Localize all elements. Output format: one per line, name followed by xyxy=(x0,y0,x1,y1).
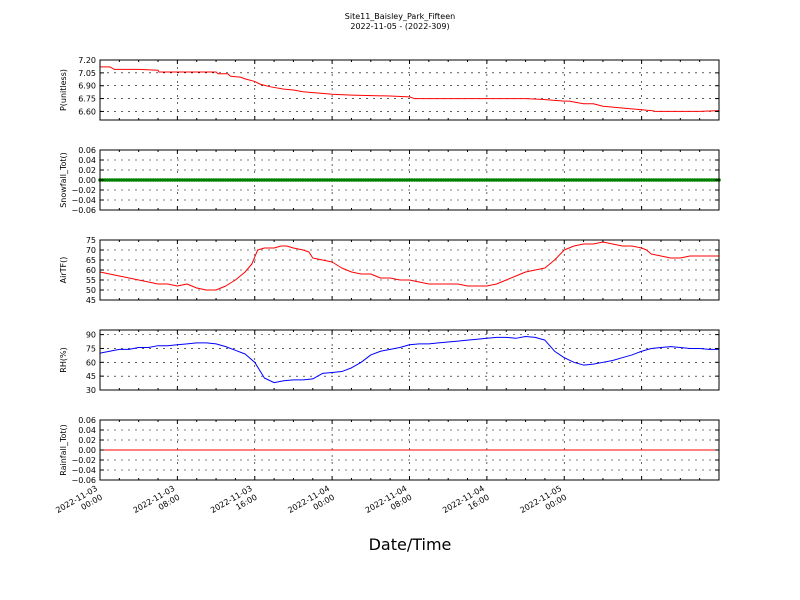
y-tick-label: 7.05 xyxy=(78,69,96,78)
y-axis-label: P(unitless) xyxy=(59,69,68,111)
chart-panels: 6.606.756.907.057.20P(unitless)−0.06−0.0… xyxy=(59,56,721,485)
y-tick-label: 60 xyxy=(86,358,96,367)
series-line xyxy=(100,66,720,112)
figure-title: Site11_Baisley_Park_Fifteen xyxy=(345,12,455,21)
y-tick-label: 55 xyxy=(86,276,96,285)
y-tick-label: 6.75 xyxy=(78,95,96,104)
y-tick-label: 0.00 xyxy=(78,446,96,455)
chart-panel-2: −0.06−0.04−0.020.000.020.040.06 Snowfall_… xyxy=(59,146,721,215)
y-axis-label: AirTF() xyxy=(59,257,68,284)
y-axis-label: Snowfall_Tot() xyxy=(59,152,68,208)
y-axis-label: Rainfall_Tot() xyxy=(59,424,68,476)
y-tick-label: 0.06 xyxy=(78,416,96,425)
y-tick-label: −0.06 xyxy=(71,476,96,485)
x-axis-label: Date/Time xyxy=(369,535,452,554)
series-line xyxy=(99,241,719,291)
y-tick-label: 0.04 xyxy=(78,156,96,165)
y-tick-label: 30 xyxy=(86,386,96,395)
y-axis-label: RH(%) xyxy=(59,347,68,372)
y-tick-label: −0.04 xyxy=(71,196,96,205)
y-tick-label: 75 xyxy=(86,344,96,353)
y-tick-label: 6.60 xyxy=(78,107,96,116)
series-line xyxy=(99,335,719,384)
y-tick-label: −0.02 xyxy=(71,186,96,195)
y-tick-label: −0.04 xyxy=(71,466,96,475)
chart-panel-1: 6.60 6.75 6.90 7.05 7.20 P(unitless) xyxy=(59,56,720,121)
y-tick-label: −0.06 xyxy=(71,206,96,215)
y-tick-label: 90 xyxy=(86,331,96,340)
y-tick-label: 0.02 xyxy=(78,436,96,445)
chart-panel-4: 30 45 60 75 90 RH(%) xyxy=(59,329,720,395)
y-tick-label: 0.04 xyxy=(78,426,96,435)
y-tick-label: 75 xyxy=(86,236,96,245)
y-tick-label: 45 xyxy=(86,372,96,381)
y-tick-label: 45 xyxy=(86,296,96,305)
y-tick-label: 60 xyxy=(86,266,96,275)
y-tick-label: 65 xyxy=(86,256,96,265)
y-tick-label: 0.06 xyxy=(78,146,96,155)
y-tick-label: −0.02 xyxy=(71,456,96,465)
y-tick-label: 6.90 xyxy=(78,82,96,91)
chart-panel-5: −0.06−0.04−0.020.000.020.040.06 Rainfall_… xyxy=(59,416,720,485)
y-tick-label: 0.00 xyxy=(78,176,96,185)
figure-subtitle: 2022-11-05 - (2022-309) xyxy=(350,22,449,31)
y-tick-label: 7.20 xyxy=(78,56,96,65)
y-tick-label: 70 xyxy=(86,246,96,255)
y-tick-label: 0.02 xyxy=(78,166,96,175)
y-tick-label: 50 xyxy=(86,286,96,295)
